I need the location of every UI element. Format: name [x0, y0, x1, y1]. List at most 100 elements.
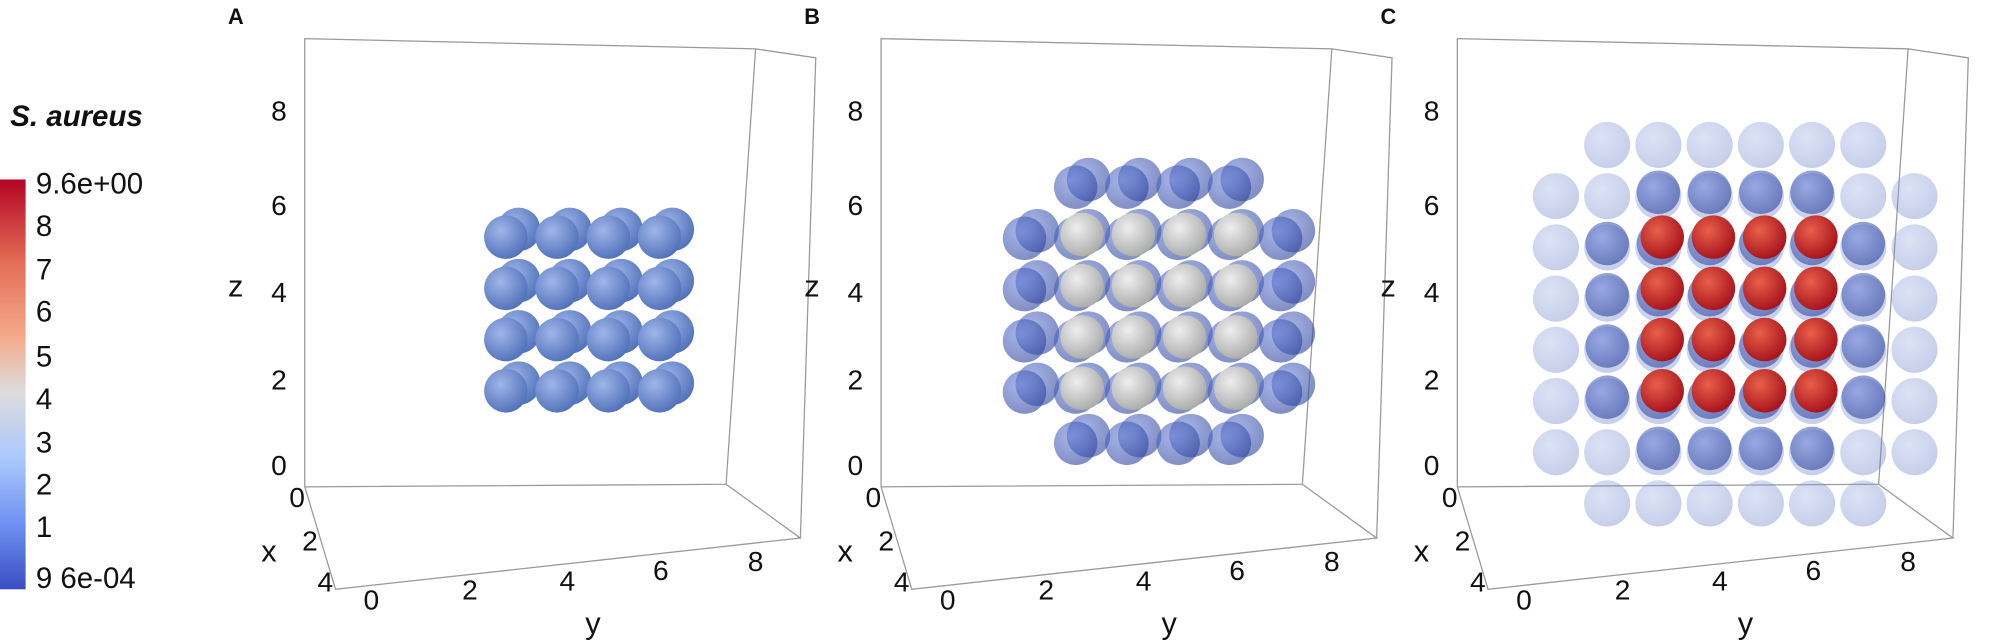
- cell: [1790, 426, 1834, 471]
- cell: [1635, 121, 1682, 168]
- cell: [1156, 165, 1200, 209]
- y-tick-label: 2: [1615, 573, 1631, 605]
- cell: [1162, 315, 1207, 359]
- cell: [1584, 429, 1631, 476]
- cell: [1742, 317, 1787, 362]
- cell: [1585, 221, 1629, 266]
- cell: [535, 317, 579, 362]
- cell: [1891, 429, 1938, 476]
- cell: [1635, 480, 1682, 527]
- y-tick-label: 6: [1229, 554, 1245, 586]
- cell: [1162, 366, 1207, 411]
- colorbar-label: 9.6e+00: [36, 168, 143, 201]
- panel-label: B: [804, 4, 820, 29]
- cell: [1789, 121, 1836, 168]
- cell: [1840, 173, 1887, 220]
- cell: [1532, 173, 1579, 220]
- x-tick-label: 0: [1442, 481, 1458, 513]
- cell: [1053, 421, 1098, 466]
- colorbar: [0, 179, 26, 590]
- z-axis-label: z: [228, 268, 243, 303]
- cell: [586, 317, 631, 362]
- box-edge: [1456, 483, 1955, 590]
- cell: [484, 266, 528, 311]
- y-tick-label: 0: [1516, 584, 1532, 616]
- cell: [1687, 426, 1732, 471]
- cell: [1794, 266, 1838, 311]
- cell: [586, 215, 631, 259]
- cell: [484, 317, 528, 362]
- y-tick-label: 4: [1136, 564, 1152, 596]
- x-axis-label: x: [1414, 534, 1430, 569]
- cell: [1214, 264, 1258, 308]
- x-tick-label: 2: [878, 525, 894, 557]
- cell: [1739, 170, 1783, 215]
- cell: [1841, 272, 1886, 317]
- y-axis-label: y: [1738, 605, 1754, 640]
- z-tick-label: 0: [847, 449, 863, 481]
- cell: [1111, 212, 1156, 257]
- y-tick-label: 4: [559, 564, 575, 596]
- cell: [1156, 421, 1200, 466]
- z-tick-label: 2: [271, 363, 287, 395]
- y-tick-label: 8: [1900, 545, 1916, 577]
- cell: [1691, 317, 1736, 362]
- cell: [1794, 369, 1838, 413]
- cell: [1840, 121, 1887, 168]
- panel-label: A: [228, 4, 244, 29]
- cell: [1691, 215, 1736, 259]
- cell: [1691, 369, 1736, 413]
- cell: [1742, 266, 1787, 311]
- colorbar-title: S. aureus: [10, 100, 143, 133]
- y-tick-label: 2: [1038, 573, 1054, 605]
- cell: [1891, 377, 1938, 425]
- cell: [484, 215, 528, 259]
- z-tick-label: 6: [271, 189, 287, 221]
- cell: [1002, 319, 1047, 363]
- cell: [1105, 421, 1149, 466]
- y-tick-label: 2: [462, 573, 478, 605]
- cell: [1207, 165, 1252, 209]
- cell: [1532, 224, 1579, 271]
- cell: [1585, 324, 1629, 368]
- z-tick-label: 0: [1424, 449, 1440, 481]
- cell: [1640, 266, 1685, 311]
- cell: [1532, 377, 1579, 425]
- colorbar-label: 5: [36, 341, 52, 374]
- cell: [1739, 426, 1783, 471]
- cell: [586, 369, 631, 413]
- colorbar-label: 4: [36, 383, 52, 416]
- colorbar-label: 3: [36, 426, 52, 459]
- cell: [1585, 272, 1629, 317]
- cell: [637, 215, 682, 259]
- z-tick-label: 8: [847, 94, 863, 126]
- cell: [1105, 165, 1149, 209]
- box-edge: [1456, 37, 1909, 488]
- colorbar-label: 8: [36, 210, 52, 243]
- cell: [1258, 216, 1303, 261]
- cell: [535, 266, 579, 311]
- x-tick-label: 0: [289, 481, 305, 513]
- y-tick-label: 6: [1806, 554, 1822, 586]
- cell: [1584, 121, 1631, 168]
- cell: [1162, 264, 1207, 308]
- z-tick-label: 4: [1424, 276, 1440, 308]
- y-axis-label: y: [1162, 605, 1178, 640]
- cell: [1841, 375, 1886, 419]
- colorbar-label: 2: [36, 469, 52, 502]
- cell: [1794, 215, 1838, 259]
- x-tick-label: 4: [1470, 566, 1486, 598]
- cell: [1841, 324, 1886, 368]
- cell: [1687, 170, 1732, 215]
- x-tick-label: 4: [894, 566, 910, 598]
- cell: [1162, 212, 1207, 257]
- cell: [1053, 165, 1098, 209]
- z-tick-label: 2: [847, 363, 863, 395]
- cell: [1214, 366, 1258, 411]
- box-edge: [880, 37, 1333, 488]
- z-tick-label: 8: [1424, 94, 1440, 126]
- x-tick-label: 4: [317, 566, 333, 598]
- cell: [1636, 426, 1681, 471]
- cell: [1060, 315, 1104, 359]
